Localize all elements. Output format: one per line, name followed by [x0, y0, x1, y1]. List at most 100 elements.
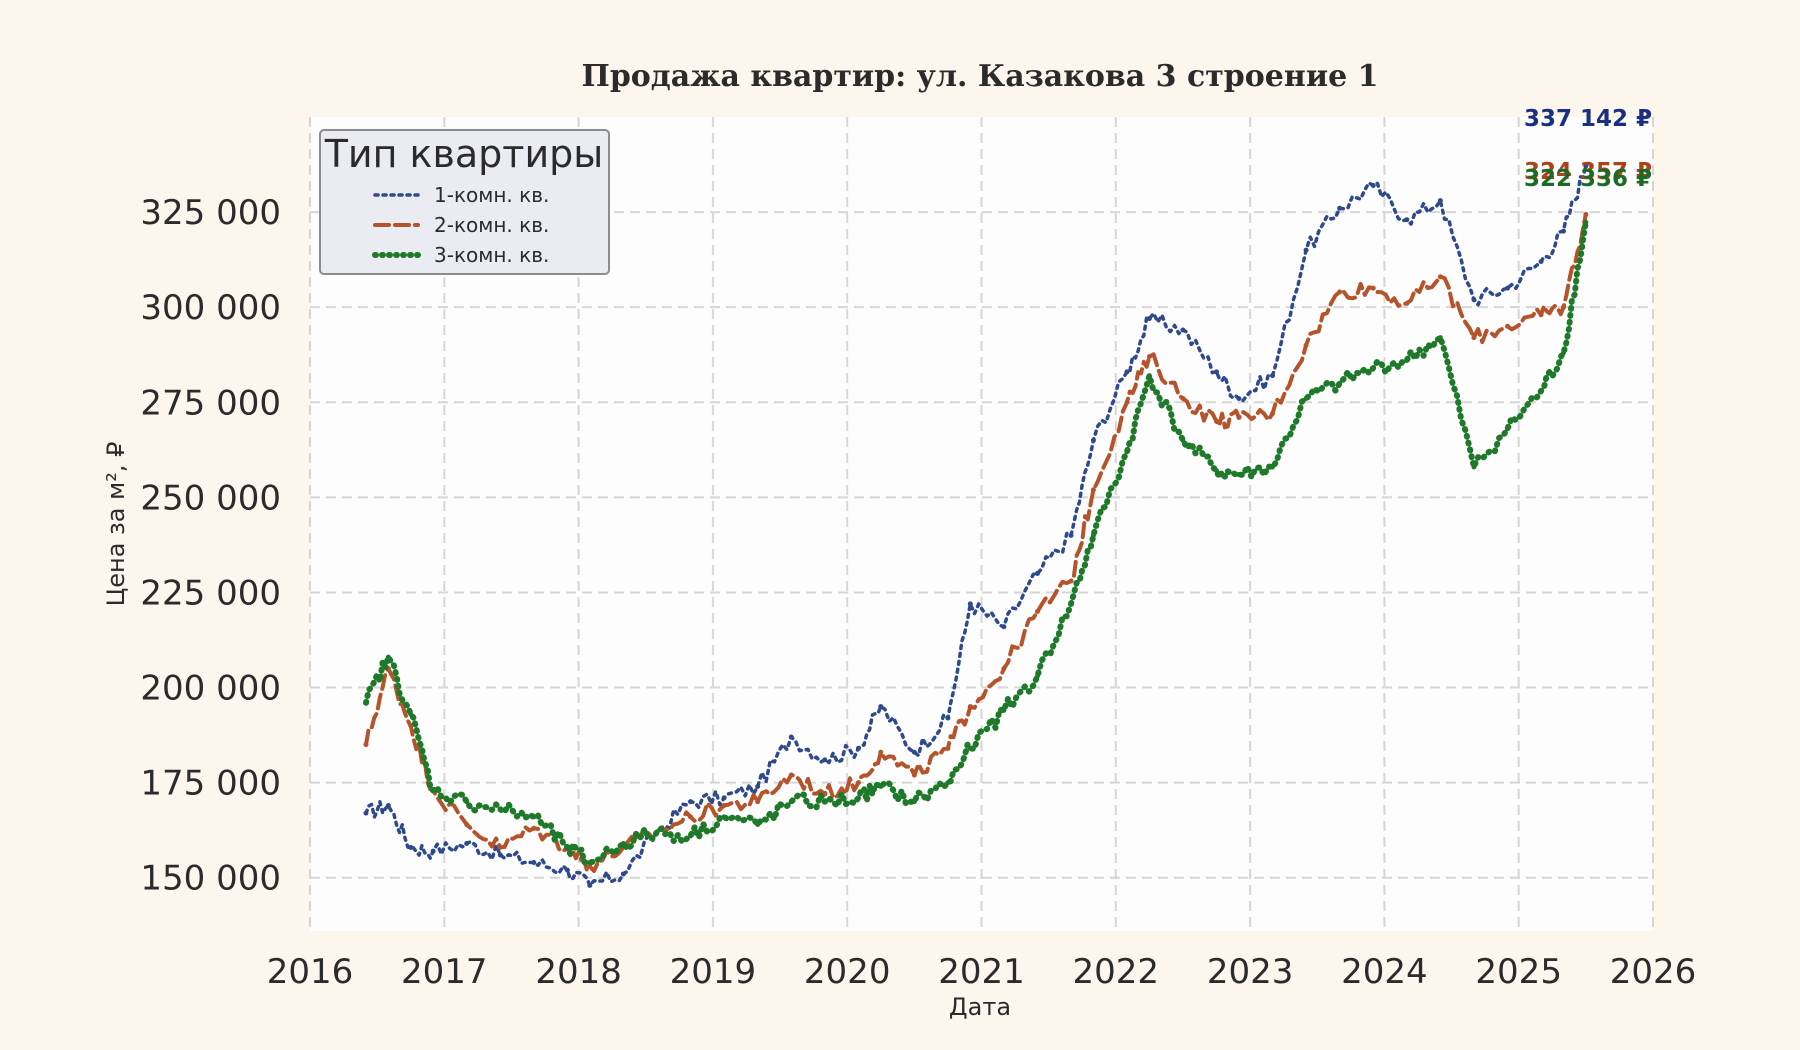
series-2-point: [1124, 399, 1130, 405]
series-1-point: [1068, 532, 1074, 538]
series-1-point: [464, 841, 470, 847]
series-1-point: [1471, 297, 1477, 303]
series-1-point: [1034, 570, 1040, 576]
series-1-point: [620, 871, 626, 877]
series-3-point: [967, 745, 973, 751]
series-3-point: [531, 814, 537, 820]
series-3-point: [1404, 357, 1410, 363]
series-3-point: [721, 814, 727, 820]
series-1-point: [945, 715, 951, 721]
x-tick-label: 2017: [401, 952, 488, 992]
x-tick-label: 2020: [804, 952, 891, 992]
series-3-point: [564, 844, 570, 850]
legend-title: Тип квартиры: [324, 132, 604, 176]
series-3-point: [1214, 468, 1220, 474]
series-3-point: [1583, 219, 1589, 225]
y-tick-label: 325 000: [140, 193, 281, 233]
series-1-point: [1337, 205, 1343, 211]
series-2-point: [855, 780, 861, 786]
series-2-point: [1370, 285, 1376, 291]
series-1-point: [1214, 369, 1220, 375]
series-1-point: [721, 795, 727, 801]
series-3-point: [1538, 388, 1544, 394]
series-2-point: [878, 749, 884, 755]
series-1-point: [1404, 217, 1410, 223]
series-2-point: [1505, 323, 1511, 329]
chart-title: Продажа квартир: ул. Казакова 3 строение…: [581, 59, 1378, 94]
y-tick-label: 175 000: [140, 764, 281, 804]
series-3-point: [430, 787, 436, 793]
series-3-point: [1236, 472, 1242, 478]
series-1-point: [1124, 369, 1130, 375]
series-3-point: [363, 700, 369, 706]
series-line-1: [364, 164, 1588, 888]
y-tick-label: 150 000: [140, 859, 281, 899]
series-3-point: [385, 654, 391, 660]
series-3-point: [1180, 437, 1186, 443]
series-3-point: [464, 799, 470, 805]
series-3-point: [822, 799, 828, 805]
series-2-point: [788, 772, 794, 778]
x-tick-label: 2026: [1610, 952, 1697, 992]
series-2-point: [464, 821, 470, 827]
x-tick-label: 2025: [1475, 952, 1562, 992]
series-2-point: [1068, 578, 1074, 584]
series-1-point: [1370, 182, 1376, 188]
x-tick-label: 2021: [938, 952, 1025, 992]
series-1-point: [855, 745, 861, 751]
series-2-point: [1180, 395, 1186, 401]
series-1-point: [1560, 228, 1566, 234]
series-2-point: [945, 745, 951, 751]
series-3-point: [1034, 673, 1040, 679]
series-1-point: [688, 799, 694, 805]
series-1-point: [911, 749, 917, 755]
legend-label-1: 1-комн. кв.: [434, 183, 549, 207]
series-layer: [363, 163, 1589, 888]
series-3-point: [878, 783, 884, 789]
series-3-point: [945, 780, 951, 786]
end-value-label-2: 324 357 ₽: [1524, 159, 1652, 185]
y-tick-label: 275 000: [140, 383, 281, 423]
series-3-point: [1269, 464, 1275, 470]
series-1-point: [788, 734, 794, 740]
series-3-point: [1505, 426, 1511, 432]
series-2-point: [967, 704, 973, 710]
series-3-point: [654, 829, 660, 835]
series-3-point: [1370, 365, 1376, 371]
series-3-point: [1303, 395, 1309, 401]
series-1-point: [1090, 437, 1096, 443]
x-tick-label: 2019: [670, 952, 757, 992]
series-2-point: [1034, 608, 1040, 614]
series-1-point: [878, 704, 884, 710]
series-1-point: [430, 848, 436, 854]
series-2-point: [1146, 354, 1152, 360]
series-3-point: [1124, 449, 1130, 455]
series-3-point: [1068, 601, 1074, 607]
series-2-point: [587, 863, 593, 869]
series-3-point: [1337, 380, 1343, 386]
y-axis-label: Цена за м², ₽: [102, 442, 130, 607]
series-2-point: [1583, 212, 1589, 218]
y-tick-label: 200 000: [140, 669, 281, 709]
x-axis-label: Дата: [949, 993, 1011, 1021]
series-2-point: [1337, 289, 1343, 295]
series-3-point: [755, 821, 761, 827]
series-3-point: [911, 799, 917, 805]
series-2-point: [1090, 487, 1096, 493]
series-2-point: [755, 799, 761, 805]
series-1-point: [1437, 198, 1443, 204]
series-2-point: [1560, 304, 1566, 310]
x-tick-label: 2018: [535, 952, 622, 992]
x-tick-label: 2022: [1073, 952, 1160, 992]
series-2-point: [721, 802, 727, 808]
series-3-point: [1437, 335, 1443, 341]
series-1-point: [564, 867, 570, 873]
series-3-point: [1471, 464, 1477, 470]
series-1-point: [1001, 624, 1007, 630]
series-1-point: [822, 757, 828, 763]
series-3-point: [620, 841, 626, 847]
end-value-label-1: 337 142 ₽: [1524, 106, 1652, 132]
end-value-label-3: 322 336 ₽: [1524, 166, 1652, 192]
series-3-point: [788, 799, 794, 805]
